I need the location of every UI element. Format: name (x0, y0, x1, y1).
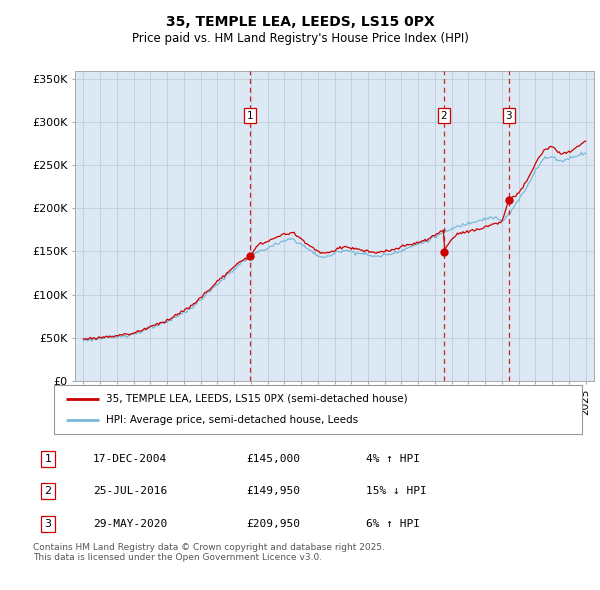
Text: Contains HM Land Registry data © Crown copyright and database right 2025.
This d: Contains HM Land Registry data © Crown c… (33, 543, 385, 562)
Text: Price paid vs. HM Land Registry's House Price Index (HPI): Price paid vs. HM Land Registry's House … (131, 32, 469, 45)
Text: 15% ↓ HPI: 15% ↓ HPI (366, 486, 427, 496)
Text: 35, TEMPLE LEA, LEEDS, LS15 0PX: 35, TEMPLE LEA, LEEDS, LS15 0PX (166, 15, 434, 29)
Text: 6% ↑ HPI: 6% ↑ HPI (366, 519, 420, 529)
Text: 2: 2 (441, 111, 448, 121)
Text: 1: 1 (247, 111, 253, 121)
Text: 4% ↑ HPI: 4% ↑ HPI (366, 454, 420, 464)
Text: £145,000: £145,000 (246, 454, 300, 464)
Text: £209,950: £209,950 (246, 519, 300, 529)
Text: 3: 3 (44, 519, 52, 529)
Text: 17-DEC-2004: 17-DEC-2004 (93, 454, 167, 464)
Text: 29-MAY-2020: 29-MAY-2020 (93, 519, 167, 529)
Text: 3: 3 (506, 111, 512, 121)
Text: 25-JUL-2016: 25-JUL-2016 (93, 486, 167, 496)
Text: HPI: Average price, semi-detached house, Leeds: HPI: Average price, semi-detached house,… (106, 415, 358, 425)
Text: 35, TEMPLE LEA, LEEDS, LS15 0PX (semi-detached house): 35, TEMPLE LEA, LEEDS, LS15 0PX (semi-de… (106, 394, 408, 404)
Text: £149,950: £149,950 (246, 486, 300, 496)
Text: 2: 2 (44, 486, 52, 496)
Text: 1: 1 (44, 454, 52, 464)
